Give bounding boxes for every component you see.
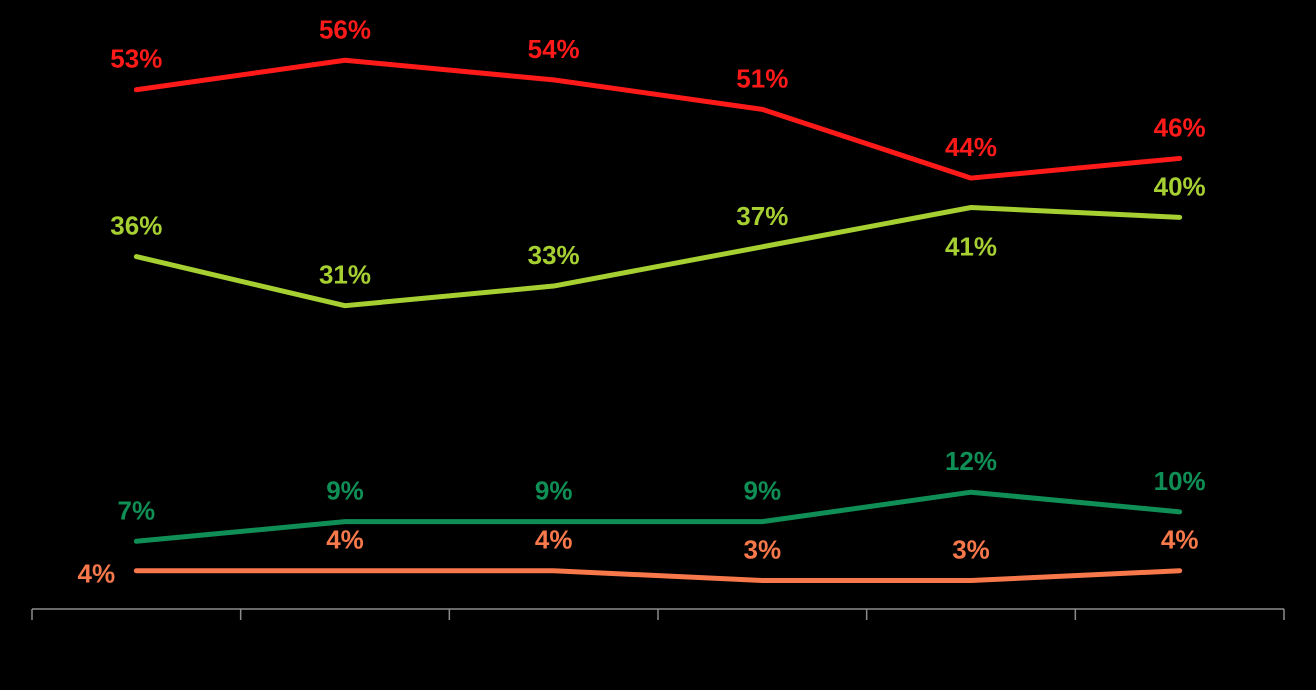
series-line-4 bbox=[133, 568, 1183, 584]
series-line-3 bbox=[133, 489, 1183, 544]
data-label: 10% bbox=[1154, 466, 1206, 496]
data-label: 51% bbox=[736, 63, 788, 93]
series-lines bbox=[133, 57, 1183, 584]
data-label: 44% bbox=[945, 132, 997, 162]
series-line-2 bbox=[133, 205, 1183, 309]
data-label: 56% bbox=[319, 14, 371, 44]
data-label: 7% bbox=[118, 495, 156, 525]
data-label: 9% bbox=[326, 476, 364, 506]
data-label: 54% bbox=[528, 34, 580, 64]
data-label: 4% bbox=[535, 525, 573, 555]
series-line-1 bbox=[133, 57, 1183, 181]
data-labels: 53% 56% 54% 51% 44% 46% 36% 31% 33% 37% 41% 40% 7% 9%… bbox=[78, 14, 1206, 588]
data-label: 41% bbox=[945, 232, 997, 262]
data-label: 37% bbox=[736, 201, 788, 231]
data-label: 31% bbox=[319, 260, 371, 290]
x-axis bbox=[31, 608, 1285, 620]
data-label: 4% bbox=[326, 525, 364, 555]
data-label: 4% bbox=[1161, 525, 1199, 555]
data-label: 46% bbox=[1154, 112, 1206, 142]
data-label: 33% bbox=[528, 240, 580, 270]
data-label: 9% bbox=[744, 476, 782, 506]
data-label: 9% bbox=[535, 476, 573, 506]
data-label: 3% bbox=[952, 535, 990, 565]
data-label: 36% bbox=[110, 211, 162, 241]
data-label: 53% bbox=[110, 44, 162, 74]
data-label: 12% bbox=[945, 446, 997, 476]
data-label: 40% bbox=[1154, 171, 1206, 201]
data-label: 4% bbox=[78, 559, 116, 589]
data-label: 3% bbox=[744, 535, 782, 565]
